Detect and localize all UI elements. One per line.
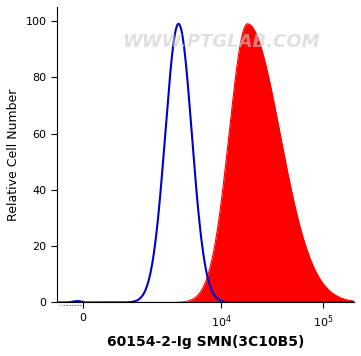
- Text: WWW.PTGLAB.COM: WWW.PTGLAB.COM: [122, 33, 319, 51]
- X-axis label: 60154-2-Ig SMN(3C10B5): 60154-2-Ig SMN(3C10B5): [107, 335, 304, 349]
- Y-axis label: Relative Cell Number: Relative Cell Number: [7, 89, 20, 221]
